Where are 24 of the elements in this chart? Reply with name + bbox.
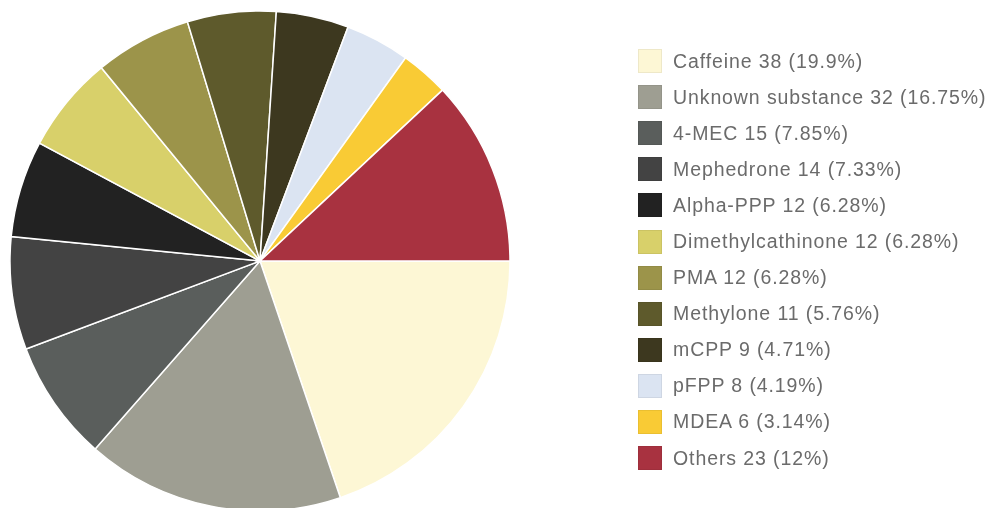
legend-label: PMA (673, 266, 717, 289)
legend-label: Dimethylcathinone (673, 230, 849, 253)
data-label: 23 (12%) (743, 446, 830, 469)
legend-label: Mephedrone (673, 157, 792, 180)
legend-label: Methylone (673, 302, 772, 325)
legend-label: Unknown substance (673, 85, 864, 108)
legend-label: Others (673, 446, 737, 469)
data-label: 12 (6.28%) (782, 193, 887, 216)
data-label: 14 (7.33%) (797, 157, 903, 180)
legend-label: pFPP (673, 374, 726, 397)
data-label: 38 (19.9%) (758, 49, 864, 72)
data-label: 6 (3.14%) (738, 410, 831, 433)
legend-label: MDEA (673, 410, 732, 433)
data-label: 11 (5.76%) (777, 302, 881, 325)
legend-label: mCPP (673, 338, 733, 361)
legend-label: Alpha-PPP (673, 193, 777, 216)
data-label: 8 (4.19%) (731, 374, 824, 397)
data-label: 15 (7.85%) (744, 121, 849, 144)
legend-label: 4-MEC (673, 121, 739, 144)
data-label: 9 (4.71%) (738, 338, 832, 361)
data-label: 12 (6.28%) (855, 230, 960, 253)
data-label: 32 (16.75%) (870, 85, 987, 108)
legend-label: Caffeine (673, 49, 753, 72)
data-label: 12 (6.28%) (723, 266, 828, 289)
